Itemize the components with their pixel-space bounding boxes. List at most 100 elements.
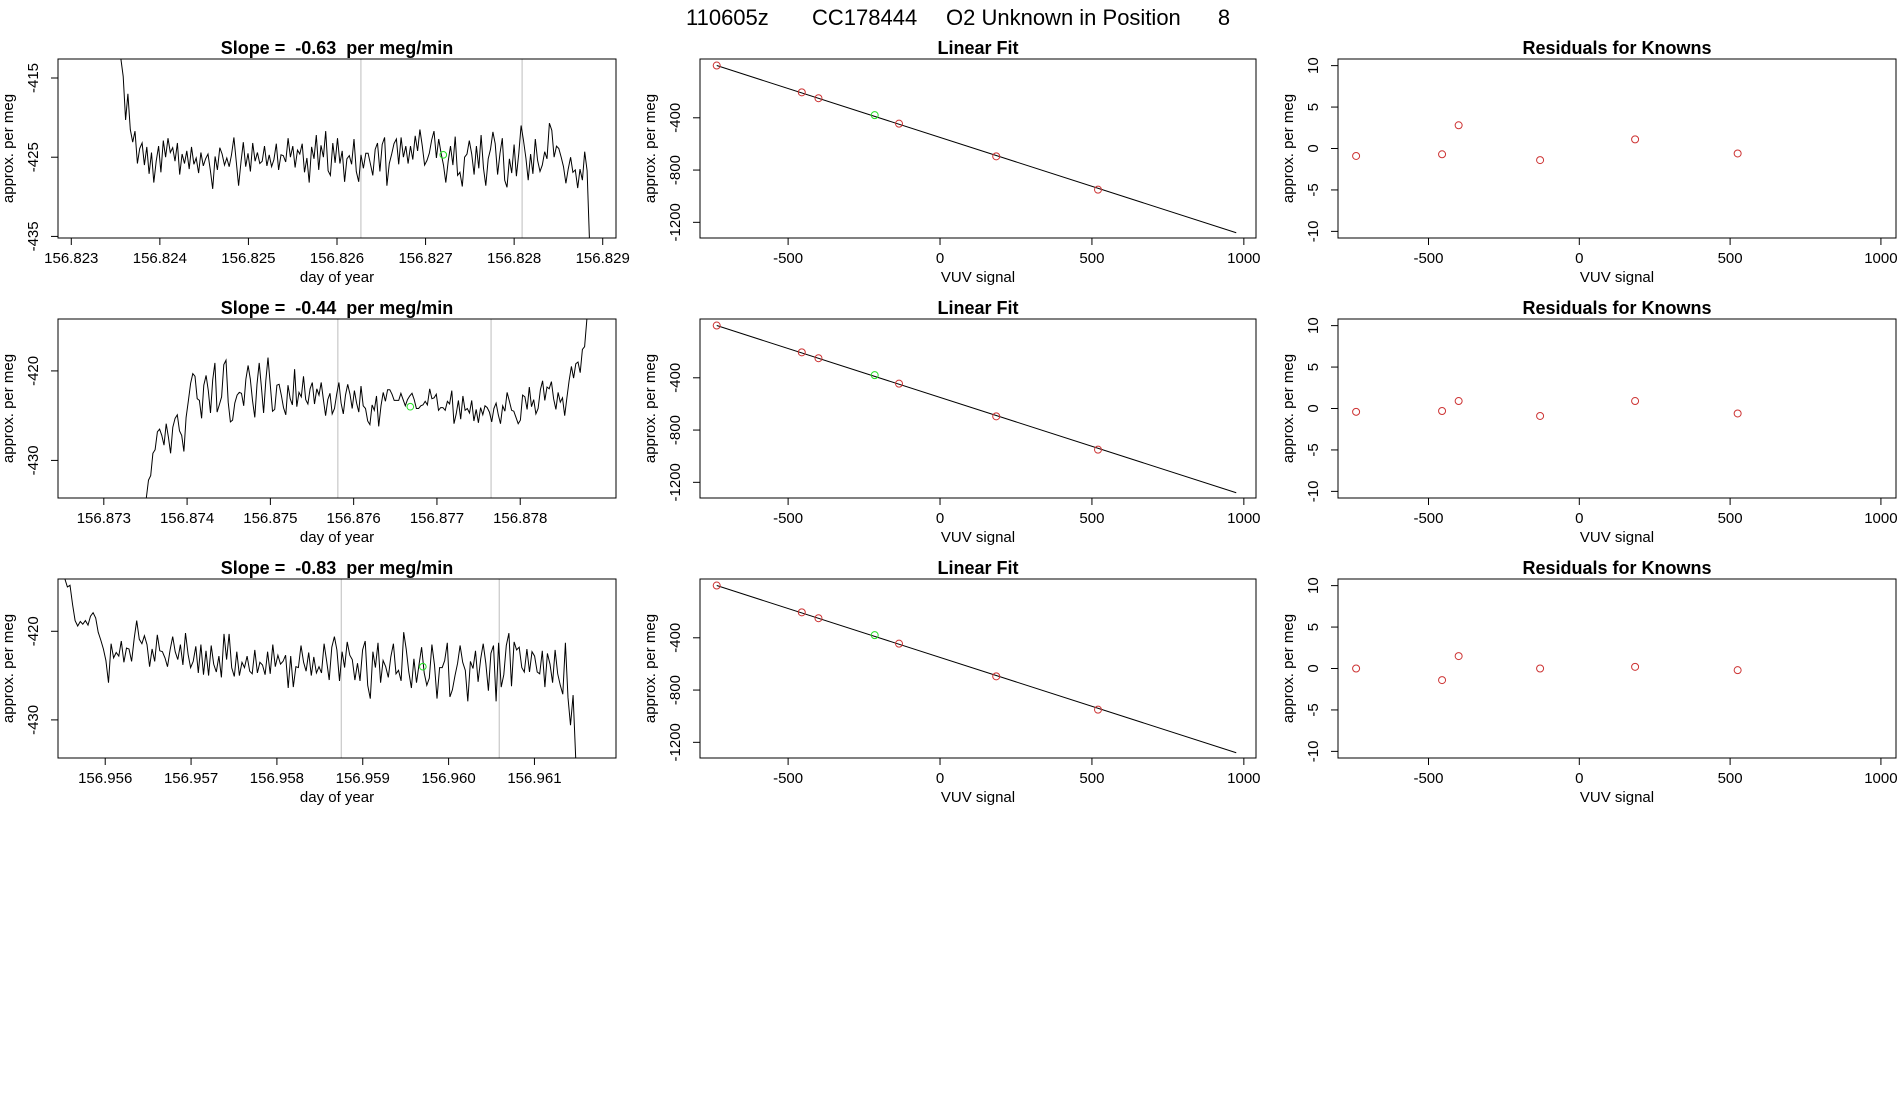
known-point	[1733, 409, 1742, 418]
known-point	[1352, 151, 1361, 160]
y-axis-label: approx. per meg	[642, 94, 659, 203]
known-point	[1631, 397, 1640, 406]
x-axis: -500 0 500 1000 VUV signal	[1413, 238, 1898, 286]
x-tick-label: 1000	[1864, 250, 1897, 267]
x-axis: -500 0 500 1000 VUV signal	[773, 498, 1261, 546]
plot-frame	[57, 318, 617, 499]
plot-frame	[699, 578, 1257, 759]
y-axis-label: approx. per meg	[0, 94, 17, 203]
y-tick-label: -400	[667, 363, 684, 393]
y-tick-label: 10	[1305, 57, 1322, 74]
y-axis-label: approx. per meg	[1280, 94, 1297, 203]
title-prefix: Slope =	[221, 38, 286, 58]
y-tick-label: -420	[25, 616, 42, 646]
plot-frame	[1337, 318, 1897, 499]
y-tick-label: -5	[1305, 703, 1322, 716]
plot-area	[64, 579, 577, 758]
y-axis: 10 5 0 -5 -10 approx. per meg	[1280, 57, 1338, 242]
y-tick-label: -5	[1305, 443, 1322, 456]
y-axis: -400 -800 -1200 approx. per meg	[642, 354, 700, 502]
plot-frame	[57, 578, 617, 759]
x-tick-label: 1000	[1227, 510, 1260, 527]
x-tick-label: 156.825	[221, 250, 275, 267]
panel-title: Linear Fit	[937, 298, 1018, 318]
x-tick-label: -500	[773, 250, 803, 267]
known-point	[895, 379, 904, 388]
y-tick-label: 5	[1305, 623, 1322, 631]
known-point	[1438, 150, 1447, 159]
x-axis: 156.823 156.824 156.825 156.826 156.827 156.8…	[44, 238, 630, 286]
x-tick-label: 1000	[1864, 510, 1897, 527]
known-point	[992, 412, 1001, 421]
plot-frame	[1337, 58, 1897, 239]
x-tick-label: 156.873	[77, 510, 131, 527]
unknown-point	[870, 631, 879, 640]
x-tick-label: 156.876	[327, 510, 381, 527]
y-tick-label: 10	[1305, 577, 1322, 594]
panel-r0-c2: Residuals for Knowns -500 0 500 1000 VUV sign…	[1280, 38, 1898, 286]
x-tick-label: 156.877	[410, 510, 464, 527]
x-tick-label: 500	[1718, 510, 1743, 527]
title-id: 110605z	[686, 5, 769, 30]
known-point	[1094, 705, 1103, 714]
x-tick-label: 500	[1718, 770, 1743, 787]
y-tick-label: 0	[1305, 404, 1322, 412]
y-tick-label: 0	[1305, 144, 1322, 152]
x-tick-label: 500	[1079, 250, 1104, 267]
unknown-mean-point	[439, 151, 448, 159]
y-axis: -400 -800 -1200 approx. per meg	[642, 94, 700, 242]
x-tick-label: 500	[1079, 510, 1104, 527]
x-tick-label: 156.875	[243, 510, 297, 527]
y-tick-label: -400	[667, 103, 684, 133]
y-tick-label: -1200	[667, 463, 684, 501]
x-tick-label: 0	[1575, 510, 1583, 527]
title-prefix: Slope =	[221, 558, 286, 578]
x-tick-label: -500	[773, 770, 803, 787]
panel-title: Residuals for Knowns	[1522, 298, 1711, 318]
known-point	[1438, 406, 1447, 415]
x-axis-label: day of year	[300, 529, 374, 546]
y-tick-label: -800	[667, 155, 684, 185]
panel-title: Residuals for Knowns	[1522, 38, 1711, 58]
x-axis: 156.873 156.874 156.875 156.876 156.877 156.8…	[77, 498, 547, 546]
x-tick-label: -500	[1413, 250, 1443, 267]
y-axis: -400 -800 -1200 approx. per meg	[642, 614, 700, 762]
known-point	[895, 639, 904, 648]
x-axis-label: VUV signal	[941, 789, 1015, 806]
panel-title: Residuals for Knowns	[1522, 558, 1711, 578]
title-cylinder: CC178444	[812, 5, 917, 30]
x-tick-label: -500	[1413, 510, 1443, 527]
known-point	[895, 119, 904, 128]
plot-area	[120, 59, 590, 238]
known-point	[1094, 185, 1103, 194]
x-tick-label: 156.956	[78, 770, 132, 787]
y-tick-label: -800	[667, 415, 684, 445]
x-axis: -500 0 500 1000 VUV signal	[773, 758, 1261, 806]
x-tick-label: 156.874	[160, 510, 214, 527]
title-value: -0.63	[295, 38, 336, 58]
y-tick-label: 5	[1305, 103, 1322, 111]
y-tick-label: -430	[25, 445, 42, 475]
panel-r0-c1: Linear Fit -500 0 500 1000 VUV signal -400 -800…	[642, 38, 1261, 286]
x-tick-label: 0	[936, 250, 944, 267]
y-axis: 10 5 0 -5 -10 approx. per meg	[1280, 577, 1338, 762]
known-point	[992, 152, 1001, 161]
figure-title: 110605z CC178444 O2 Unknown in Position …	[686, 5, 1230, 30]
panel-r1-c1: Linear Fit -500 0 500 1000 VUV signal -400 -800…	[642, 298, 1261, 546]
x-tick-label: 156.958	[250, 770, 304, 787]
y-tick-label: -430	[25, 705, 42, 735]
x-tick-label: 0	[936, 770, 944, 787]
y-tick-label: -1200	[667, 203, 684, 241]
known-point	[797, 608, 806, 617]
x-axis-label: VUV signal	[1580, 529, 1654, 546]
y-tick-label: -435	[25, 221, 42, 251]
known-point	[1631, 662, 1640, 671]
panel-title: Linear Fit	[937, 38, 1018, 58]
panel-title: Linear Fit	[937, 558, 1018, 578]
known-point	[1094, 445, 1103, 454]
plot-area	[145, 319, 588, 498]
known-point	[712, 61, 721, 70]
